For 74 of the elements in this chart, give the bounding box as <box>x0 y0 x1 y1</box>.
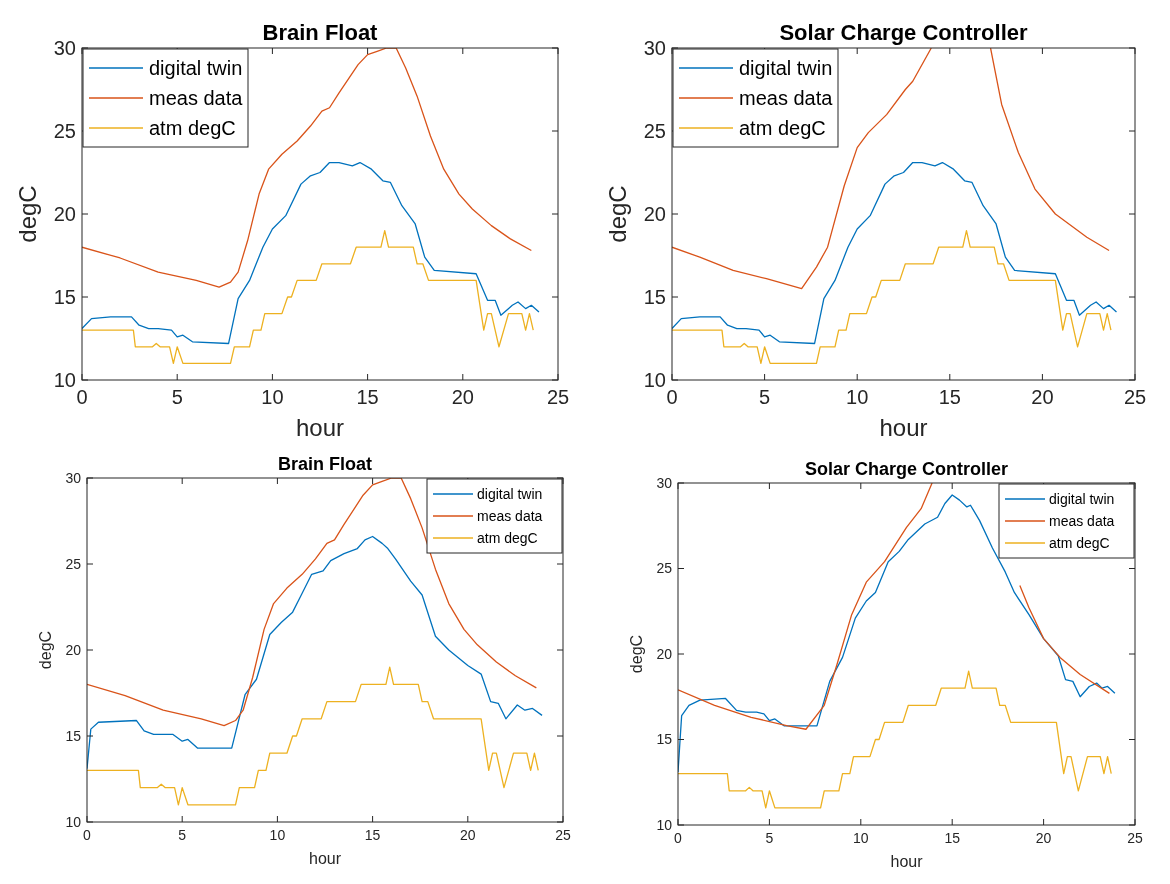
y-tick-label: 10 <box>65 813 82 830</box>
y-tick-label: 25 <box>65 555 82 572</box>
y-tick-label: 15 <box>65 727 82 744</box>
legend-label: atm degC <box>477 529 538 546</box>
y-tick-label: 10 <box>643 369 666 391</box>
x-tick-label: 0 <box>83 827 92 843</box>
legend-label: digital twin <box>739 57 833 79</box>
y-tick-label: 20 <box>643 203 666 225</box>
x-tick-label: 15 <box>364 827 381 843</box>
x-tick-label: 10 <box>853 830 869 846</box>
x-axis-title: hour <box>295 414 345 441</box>
y-tick-label: 15 <box>53 286 76 308</box>
x-tick-label: 5 <box>759 386 771 408</box>
legend-label: digital twin <box>477 485 543 502</box>
legend-label: atm degC <box>739 117 826 139</box>
y-tick-label: 25 <box>643 120 666 142</box>
x-tick-label: 5 <box>171 386 183 408</box>
x-tick-label: 10 <box>269 827 286 843</box>
line-series <box>87 666 539 806</box>
line-series <box>672 229 1112 365</box>
y-axis-title: degC <box>14 185 41 243</box>
x-tick-label: 25 <box>546 386 570 408</box>
x-tick-label: 0 <box>674 830 683 846</box>
y-tick-label: 30 <box>656 474 673 491</box>
x-tick-label: 10 <box>261 386 284 408</box>
x-tick-label: 20 <box>460 827 476 843</box>
y-tick-label: 10 <box>53 369 76 391</box>
x-axis-title: hour <box>308 850 342 867</box>
chart-title: Brain Float <box>262 20 379 45</box>
y-tick-label: 25 <box>656 560 673 577</box>
legend-label: atm degC <box>149 117 236 139</box>
y-tick-label: 20 <box>65 641 82 658</box>
x-axis-title: hour <box>879 414 928 441</box>
chart-title: Brain Float <box>277 454 373 474</box>
legend-label: meas data <box>149 87 244 109</box>
legend-label: atm degC <box>1049 534 1110 551</box>
y-axis-title: degC <box>37 630 54 670</box>
x-tick-label: 15 <box>356 386 379 408</box>
x-tick-label: 15 <box>938 386 961 408</box>
x-tick-label: 5 <box>765 830 774 846</box>
line-series <box>82 48 532 288</box>
y-tick-label: 20 <box>53 203 76 225</box>
y-tick-label: 30 <box>65 469 82 486</box>
y-tick-label: 30 <box>643 37 666 59</box>
legend-label: meas data <box>477 507 543 524</box>
y-axis-title: degC <box>628 634 645 674</box>
line-series <box>678 670 1112 809</box>
x-tick-label: 20 <box>1035 830 1052 846</box>
line-series <box>82 161 540 345</box>
x-axis-title: hour <box>890 853 924 870</box>
y-axis-title: degC <box>604 185 631 243</box>
x-tick-label: 20 <box>451 386 474 408</box>
chart-title: Solar Charge Controller <box>779 20 1029 45</box>
legend-label: digital twin <box>149 57 243 79</box>
line-series <box>672 161 1118 345</box>
y-tick-label: 15 <box>656 731 673 748</box>
legend-label: meas data <box>1049 512 1115 529</box>
chart-title: Solar Charge Controller <box>804 459 1009 479</box>
legend-label: meas data <box>739 87 834 109</box>
x-tick-label: 10 <box>846 386 869 408</box>
legend-label: digital twin <box>1049 490 1115 507</box>
x-tick-label: 25 <box>1123 386 1147 408</box>
line-series <box>82 229 534 365</box>
y-tick-label: 15 <box>643 286 666 308</box>
y-tick-label: 30 <box>53 37 76 59</box>
x-tick-label: 25 <box>1127 830 1143 846</box>
y-tick-label: 20 <box>656 645 673 662</box>
x-tick-label: 0 <box>76 386 88 408</box>
y-tick-label: 25 <box>53 120 76 142</box>
x-tick-label: 25 <box>555 827 571 843</box>
x-tick-label: 0 <box>666 386 678 408</box>
x-tick-label: 5 <box>178 827 187 843</box>
x-tick-label: 15 <box>944 830 961 846</box>
x-tick-label: 20 <box>1031 386 1054 408</box>
